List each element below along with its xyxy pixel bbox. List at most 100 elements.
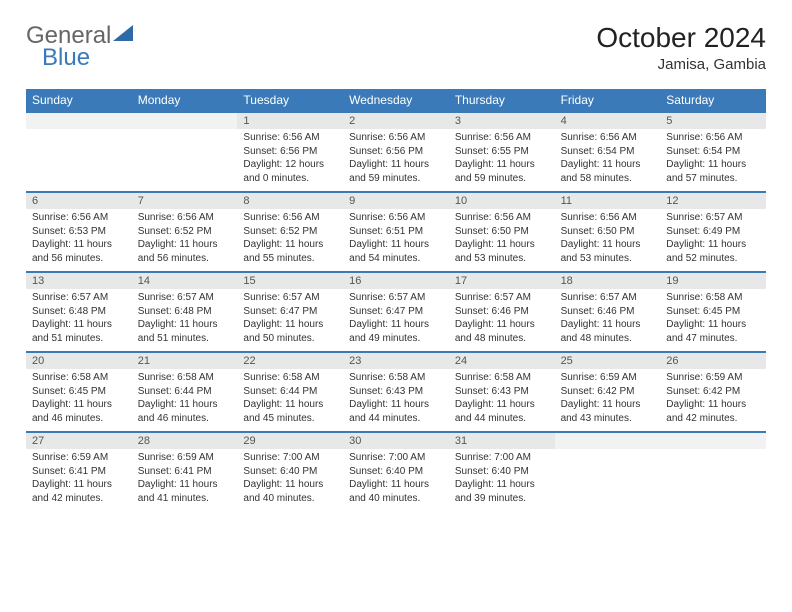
day-number: 31: [449, 433, 555, 449]
day-cell: 11Sunrise: 6:56 AMSunset: 6:50 PMDayligh…: [555, 193, 661, 271]
sunrise-text: Sunrise: 6:57 AM: [666, 211, 760, 225]
sunset-text: Sunset: 6:46 PM: [561, 305, 655, 319]
daylight-text: Daylight: 11 hours and 51 minutes.: [138, 318, 232, 345]
day-cell: 4Sunrise: 6:56 AMSunset: 6:54 PMDaylight…: [555, 113, 661, 191]
day-number: 5: [660, 113, 766, 129]
sunset-text: Sunset: 6:42 PM: [666, 385, 760, 399]
sunset-text: Sunset: 6:41 PM: [138, 465, 232, 479]
day-number: 20: [26, 353, 132, 369]
daylight-text: Daylight: 11 hours and 58 minutes.: [561, 158, 655, 185]
daylight-text: Daylight: 11 hours and 50 minutes.: [243, 318, 337, 345]
week-row: 27Sunrise: 6:59 AMSunset: 6:41 PMDayligh…: [26, 431, 766, 511]
month-title: October 2024: [596, 22, 766, 54]
day-number: 1: [237, 113, 343, 129]
location-label: Jamisa, Gambia: [596, 56, 766, 73]
sunset-text: Sunset: 6:45 PM: [32, 385, 126, 399]
day-cell: [660, 433, 766, 511]
sunset-text: Sunset: 6:50 PM: [455, 225, 549, 239]
daylight-text: Daylight: 11 hours and 48 minutes.: [455, 318, 549, 345]
brand-part2-wrap: Blue: [42, 44, 90, 72]
sunrise-text: Sunrise: 6:58 AM: [138, 371, 232, 385]
day-number: 16: [343, 273, 449, 289]
day-body: Sunrise: 6:56 AMSunset: 6:55 PMDaylight:…: [449, 129, 555, 189]
daylight-text: Daylight: 11 hours and 59 minutes.: [455, 158, 549, 185]
day-number: 9: [343, 193, 449, 209]
sunset-text: Sunset: 6:51 PM: [349, 225, 443, 239]
day-cell: 26Sunrise: 6:59 AMSunset: 6:42 PMDayligh…: [660, 353, 766, 431]
daylight-text: Daylight: 11 hours and 54 minutes.: [349, 238, 443, 265]
sunrise-text: Sunrise: 6:57 AM: [32, 291, 126, 305]
daylight-text: Daylight: 12 hours and 0 minutes.: [243, 158, 337, 185]
sunrise-text: Sunrise: 6:58 AM: [349, 371, 443, 385]
day-number: 2: [343, 113, 449, 129]
sunrise-text: Sunrise: 6:56 AM: [243, 131, 337, 145]
sunrise-text: Sunrise: 6:56 AM: [561, 131, 655, 145]
sunrise-text: Sunrise: 6:58 AM: [455, 371, 549, 385]
day-header-mon: Monday: [132, 89, 238, 111]
day-number: 17: [449, 273, 555, 289]
sunset-text: Sunset: 6:52 PM: [243, 225, 337, 239]
daylight-text: Daylight: 11 hours and 52 minutes.: [666, 238, 760, 265]
sunset-text: Sunset: 6:43 PM: [455, 385, 549, 399]
day-body: Sunrise: 6:58 AMSunset: 6:44 PMDaylight:…: [132, 369, 238, 429]
sunrise-text: Sunrise: 7:00 AM: [243, 451, 337, 465]
daylight-text: Daylight: 11 hours and 56 minutes.: [138, 238, 232, 265]
day-cell: [132, 113, 238, 191]
page-header: General October 2024 Jamisa, Gambia: [26, 22, 766, 73]
daylight-text: Daylight: 11 hours and 40 minutes.: [349, 478, 443, 505]
day-cell: 15Sunrise: 6:57 AMSunset: 6:47 PMDayligh…: [237, 273, 343, 351]
day-number: 14: [132, 273, 238, 289]
day-number: [660, 433, 766, 449]
sunset-text: Sunset: 6:41 PM: [32, 465, 126, 479]
day-cell: [555, 433, 661, 511]
sunset-text: Sunset: 6:48 PM: [32, 305, 126, 319]
sunset-text: Sunset: 6:47 PM: [349, 305, 443, 319]
day-number: 29: [237, 433, 343, 449]
day-body: Sunrise: 6:58 AMSunset: 6:45 PMDaylight:…: [660, 289, 766, 349]
day-header-fri: Friday: [555, 89, 661, 111]
title-block: October 2024 Jamisa, Gambia: [596, 22, 766, 73]
day-number: 15: [237, 273, 343, 289]
day-number: 25: [555, 353, 661, 369]
day-body: Sunrise: 6:56 AMSunset: 6:56 PMDaylight:…: [237, 129, 343, 189]
daylight-text: Daylight: 11 hours and 42 minutes.: [666, 398, 760, 425]
sunrise-text: Sunrise: 6:57 AM: [455, 291, 549, 305]
sunset-text: Sunset: 6:52 PM: [138, 225, 232, 239]
day-number: 11: [555, 193, 661, 209]
day-body: Sunrise: 6:58 AMSunset: 6:44 PMDaylight:…: [237, 369, 343, 429]
day-cell: 16Sunrise: 6:57 AMSunset: 6:47 PMDayligh…: [343, 273, 449, 351]
sunset-text: Sunset: 6:56 PM: [349, 145, 443, 159]
daylight-text: Daylight: 11 hours and 43 minutes.: [561, 398, 655, 425]
day-body: Sunrise: 7:00 AMSunset: 6:40 PMDaylight:…: [237, 449, 343, 509]
day-body: Sunrise: 6:56 AMSunset: 6:56 PMDaylight:…: [343, 129, 449, 189]
day-body: Sunrise: 6:56 AMSunset: 6:54 PMDaylight:…: [555, 129, 661, 189]
daylight-text: Daylight: 11 hours and 41 minutes.: [138, 478, 232, 505]
day-cell: 27Sunrise: 6:59 AMSunset: 6:41 PMDayligh…: [26, 433, 132, 511]
week-row: 13Sunrise: 6:57 AMSunset: 6:48 PMDayligh…: [26, 271, 766, 351]
day-body: Sunrise: 6:57 AMSunset: 6:47 PMDaylight:…: [343, 289, 449, 349]
day-number: 18: [555, 273, 661, 289]
sunrise-text: Sunrise: 6:56 AM: [455, 131, 549, 145]
sunset-text: Sunset: 6:50 PM: [561, 225, 655, 239]
day-number: 19: [660, 273, 766, 289]
day-body: Sunrise: 6:59 AMSunset: 6:42 PMDaylight:…: [555, 369, 661, 429]
sunrise-text: Sunrise: 6:57 AM: [561, 291, 655, 305]
day-cell: 7Sunrise: 6:56 AMSunset: 6:52 PMDaylight…: [132, 193, 238, 271]
day-cell: 22Sunrise: 6:58 AMSunset: 6:44 PMDayligh…: [237, 353, 343, 431]
daylight-text: Daylight: 11 hours and 46 minutes.: [32, 398, 126, 425]
daylight-text: Daylight: 11 hours and 51 minutes.: [32, 318, 126, 345]
sunset-text: Sunset: 6:53 PM: [32, 225, 126, 239]
day-body: Sunrise: 6:56 AMSunset: 6:51 PMDaylight:…: [343, 209, 449, 269]
day-body: Sunrise: 6:57 AMSunset: 6:47 PMDaylight:…: [237, 289, 343, 349]
day-number: 4: [555, 113, 661, 129]
sunset-text: Sunset: 6:48 PM: [138, 305, 232, 319]
day-number: [26, 113, 132, 129]
daylight-text: Daylight: 11 hours and 40 minutes.: [243, 478, 337, 505]
day-cell: 17Sunrise: 6:57 AMSunset: 6:46 PMDayligh…: [449, 273, 555, 351]
day-body: Sunrise: 6:56 AMSunset: 6:53 PMDaylight:…: [26, 209, 132, 269]
day-body: Sunrise: 6:56 AMSunset: 6:54 PMDaylight:…: [660, 129, 766, 189]
daylight-text: Daylight: 11 hours and 45 minutes.: [243, 398, 337, 425]
day-cell: 13Sunrise: 6:57 AMSunset: 6:48 PMDayligh…: [26, 273, 132, 351]
day-body: Sunrise: 6:56 AMSunset: 6:50 PMDaylight:…: [555, 209, 661, 269]
day-body: Sunrise: 6:57 AMSunset: 6:48 PMDaylight:…: [132, 289, 238, 349]
